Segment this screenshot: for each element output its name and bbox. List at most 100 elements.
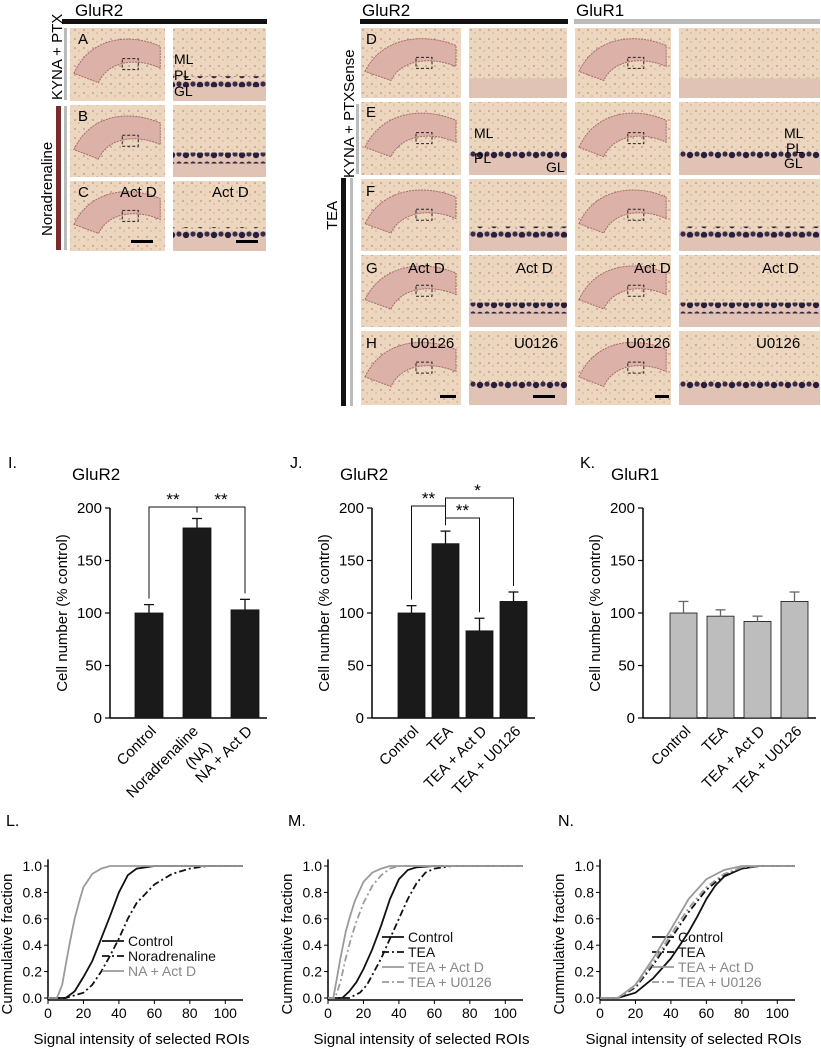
panel-letter-g: G [366, 260, 378, 277]
y-tick-label: 50 [618, 658, 635, 675]
cerebellum-folia [73, 38, 161, 84]
panel-label: K. [580, 455, 595, 472]
x-tick-label: 80 [462, 1005, 478, 1021]
header-left-glur2: GluR2 [75, 1, 123, 20]
y-tick-label: 0.6 [23, 911, 43, 927]
roi-box [415, 208, 433, 221]
chart-j-glur2-tea: J. GluR2 0 50 100 150 200 Cell number (% contro… [290, 455, 535, 798]
panel-letter-a: A [78, 31, 88, 48]
y-tick-label: 0 [94, 710, 102, 727]
micrograph-panels: GluR2 GluR2 GluR1 KYNA + PTX Noradrenali… [39, 1, 820, 406]
label-u0126-h: U0126 [410, 335, 454, 352]
purkinje-cell-layer [173, 227, 266, 239]
x-tick-label: 0 [596, 1005, 604, 1021]
significance-bracket [445, 497, 514, 586]
cdf-series-line [48, 865, 243, 999]
kyna-ptx-left-bar [64, 28, 67, 100]
legend-label: Noradrenaline [128, 948, 216, 964]
roi-box [121, 58, 139, 71]
legend-label: TEA + Act D [678, 959, 754, 975]
panel-label: M. [288, 813, 306, 830]
y-axis-label: Cummulative fraction [551, 874, 568, 1015]
y-tick-label: 0.2 [303, 964, 323, 980]
y-tick-label: 0.6 [575, 911, 595, 927]
panel-letter-e: E [366, 104, 376, 121]
x-tick-label: 80 [734, 1005, 750, 1021]
panel-label: L. [6, 813, 19, 830]
kyna-ptx-right-bar [356, 104, 359, 174]
bar [431, 543, 460, 719]
y-tick-label: 0.2 [575, 964, 595, 980]
purkinje-cell-layer [469, 226, 567, 238]
roi-box [627, 56, 645, 69]
legend-label: Control [128, 933, 173, 949]
label-act-d-g2: Act D [516, 260, 553, 277]
y-tick-label: 0.0 [575, 990, 595, 1006]
x-tick-label: 20 [76, 1005, 92, 1021]
category-label: Control [648, 723, 694, 769]
roi-box [627, 284, 645, 297]
cerebellum-folia [578, 112, 667, 158]
cdf-series-line [600, 865, 795, 999]
cdf-series-line [48, 865, 243, 999]
label-act-d-c: Act D [120, 184, 157, 201]
granular-layer [469, 78, 567, 98]
y-tick-label: 50 [347, 658, 364, 675]
category-label: TEA [699, 723, 732, 756]
y-tick-label: 150 [77, 553, 102, 570]
purkinje-cell-layer [679, 379, 820, 391]
group-sense: Sense [341, 49, 358, 92]
x-tick-label: 20 [628, 1005, 644, 1021]
y-axis-label: Cummulative fraction [0, 874, 16, 1015]
layer-label-ml-a: ML [174, 51, 194, 67]
purkinje-cell-layer [173, 76, 266, 88]
tea-bracket [341, 178, 346, 406]
bar [134, 612, 164, 719]
x-tick-label: 20 [356, 1005, 372, 1021]
bar [669, 612, 698, 719]
roi-box [627, 132, 645, 145]
layer-label-gl-e: GL [546, 159, 565, 175]
y-tick-label: 0 [627, 710, 635, 727]
purkinje-cell-layer [469, 302, 567, 314]
chart-n-cdf: N. 0.0 0.2 0.4 0.6 0.8 1.0 0 20 40 60 80 100 Signal i… [551, 813, 801, 1048]
x-axis-label: Signal intensity of selected ROIs [34, 1031, 250, 1048]
cdf-series-line [600, 865, 795, 999]
label-u0126-h2: U0126 [514, 335, 558, 352]
purkinje-cell-layer [679, 150, 820, 162]
significance-label: ** [166, 490, 180, 509]
significance-label: ** [422, 489, 436, 508]
chart-m-cdf: M. 0.0 0.2 0.4 0.6 0.8 1.0 0 20 40 60 80 100 Signal i… [279, 813, 529, 1048]
y-tick-label: 100 [339, 605, 364, 622]
cerebellum-folia [578, 341, 667, 388]
cerebellum-folia [73, 191, 161, 235]
layer-label-pl-a: PL [174, 67, 191, 83]
label-u0126-h3: U0126 [626, 335, 670, 352]
layer-label-ml-e2: ML [784, 125, 804, 141]
y-tick-label: 0.8 [303, 884, 323, 900]
y-tick-label: 0.2 [23, 964, 43, 980]
roi-box [415, 56, 433, 69]
y-tick-label: 0.4 [303, 937, 323, 953]
y-axis-label: Cummulative fraction [279, 874, 296, 1015]
y-tick-label: 50 [85, 658, 102, 675]
roi-box [121, 209, 139, 222]
cdf-series-line [328, 865, 523, 999]
panel-letter-h: H [366, 335, 377, 352]
chart-title: GluR2 [340, 465, 388, 484]
bar [230, 609, 260, 719]
scale-bar [655, 395, 669, 398]
purkinje-cell-layer [469, 150, 567, 162]
cerebellum-folia [364, 341, 457, 388]
y-tick-label: 0.6 [303, 911, 323, 927]
layer-label-pl-e2: PL [786, 140, 803, 156]
legend-label: TEA [408, 944, 436, 960]
significance-label: * [474, 481, 481, 500]
y-tick-label: 1.0 [575, 858, 595, 874]
label-act-d-c2: Act D [212, 184, 249, 201]
roi-box [627, 361, 645, 374]
group-kyna-ptx-left: KYNA + PTX [49, 14, 66, 100]
group-tea: TEA [324, 201, 341, 230]
y-axis-label: Cell number (% control) [54, 534, 71, 692]
